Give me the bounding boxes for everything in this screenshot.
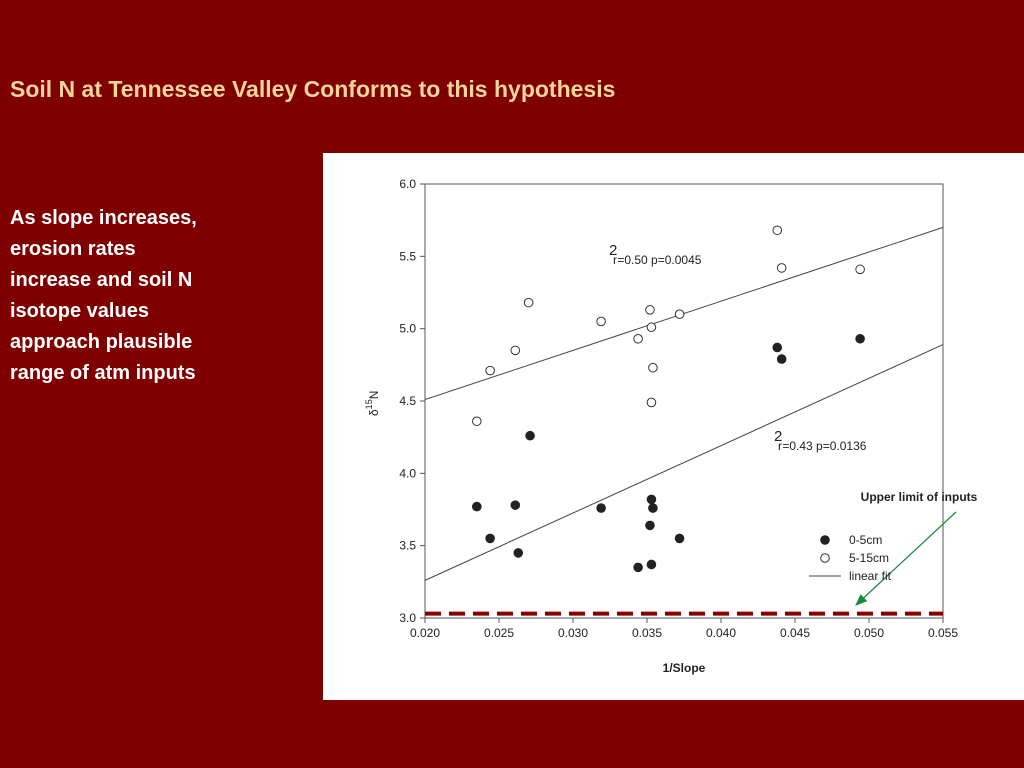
y-axis-label: δ15N [364, 391, 381, 416]
legend-label: 5-15cm [849, 551, 889, 565]
point [510, 345, 521, 356]
y-tick-label: 5.5 [399, 249, 416, 263]
y-tick-label: 3.5 [399, 539, 416, 553]
point [510, 500, 521, 510]
y-tick-label: 4.0 [399, 466, 416, 480]
y-tick-label: 4.5 [399, 394, 416, 408]
body-line: increase and soil N [10, 269, 193, 291]
point [855, 333, 865, 344]
x-tick-label: 0.020 [410, 626, 440, 640]
y-tick-label: 6.0 [399, 177, 416, 191]
point [472, 501, 482, 512]
point [645, 520, 655, 531]
fit-line [424, 344, 944, 581]
chart-panel: 0.020 0.025 0.030 0.035 0.040 0.045 0.050 0.055… [323, 153, 1024, 700]
body-line: range of atm inputs [10, 362, 196, 384]
body-text: As slope increases, erosion rates increase… [10, 203, 197, 389]
point [646, 322, 657, 333]
point [646, 397, 657, 408]
point [633, 333, 643, 344]
point [525, 430, 535, 441]
reference-arrow [855, 511, 957, 606]
point [648, 503, 658, 513]
y-label-symbol: δ [367, 409, 381, 416]
legend-label: 0-5cm [849, 533, 882, 547]
y-tick-label: 5.0 [399, 322, 416, 336]
point [776, 263, 787, 273]
point [645, 305, 655, 315]
body-line: isotope values [10, 300, 149, 322]
annotation-exponent: 2 [774, 428, 782, 445]
point [596, 503, 606, 513]
legend-label: linear fit [849, 569, 892, 583]
x-tick-label: 0.055 [928, 626, 958, 640]
point [596, 316, 606, 327]
y-label-superscript: 15 [364, 399, 374, 409]
body-line: As slope increases, [10, 207, 197, 229]
x-tick-label: 0.030 [558, 626, 588, 640]
chart: 0.020 0.025 0.030 0.035 0.040 0.045 0.050 0.055… [364, 177, 978, 675]
x-tick-label: 0.040 [706, 626, 736, 640]
point [646, 494, 657, 505]
x-tick-label: 0.025 [484, 626, 514, 640]
annotation-r: r [613, 253, 617, 267]
point [633, 562, 643, 573]
point [485, 533, 495, 544]
body-line: erosion rates [10, 238, 136, 260]
point [674, 533, 685, 544]
annotation-r: r [778, 439, 782, 453]
x-tick-label: 0.050 [854, 626, 884, 640]
y-tick-label: 3.0 [399, 611, 416, 625]
point [523, 297, 534, 308]
point [485, 365, 495, 376]
point [472, 416, 482, 427]
point [674, 309, 685, 319]
point [776, 354, 787, 364]
point [855, 264, 865, 275]
body-line: approach plausible [10, 331, 193, 353]
annotation-text: =0.50 p=0.0045 [617, 253, 701, 267]
x-tick-label: 0.045 [780, 626, 810, 640]
point [772, 225, 783, 236]
x-tick-label: 0.035 [632, 626, 662, 640]
legend-marker [820, 535, 830, 545]
point [772, 342, 783, 353]
fit-annotation: r2=0.50 p=0.0045 [609, 242, 702, 267]
legend-marker [820, 553, 830, 563]
annotation-text: =0.43 p=0.0136 [782, 439, 866, 453]
point [648, 362, 658, 373]
slide-title: Soil N at Tennessee Valley Conforms to t… [10, 76, 616, 102]
annotation-exponent: 2 [609, 242, 617, 259]
reference-label: Upper limit of inputs [861, 490, 978, 504]
point [513, 548, 524, 558]
fit-annotation: r2=0.43 p=0.0136 [774, 428, 867, 453]
y-label-element: N [367, 391, 381, 400]
point [646, 559, 657, 570]
x-axis-label: 1/Slope [663, 661, 706, 675]
